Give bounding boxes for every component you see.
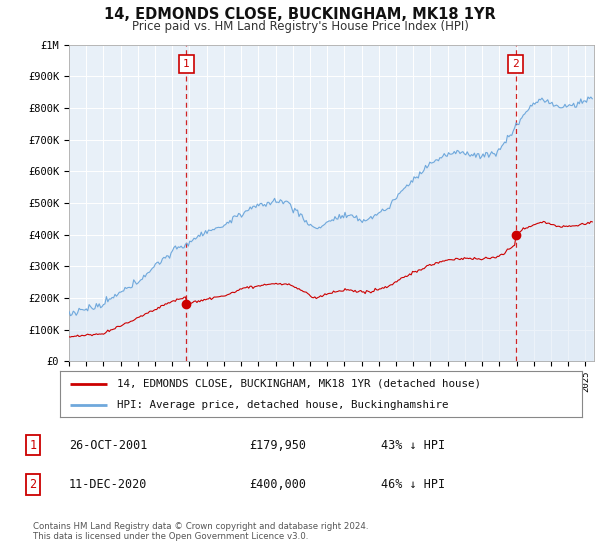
Text: Contains HM Land Registry data © Crown copyright and database right 2024.
This d: Contains HM Land Registry data © Crown c… [33,522,368,542]
Text: 1: 1 [183,59,190,69]
Text: £400,000: £400,000 [249,478,306,491]
Text: 26-OCT-2001: 26-OCT-2001 [69,438,148,452]
Text: £179,950: £179,950 [249,438,306,452]
Text: 14, EDMONDS CLOSE, BUCKINGHAM, MK18 1YR: 14, EDMONDS CLOSE, BUCKINGHAM, MK18 1YR [104,7,496,22]
Text: 46% ↓ HPI: 46% ↓ HPI [381,478,445,491]
Text: 43% ↓ HPI: 43% ↓ HPI [381,438,445,452]
Text: 11-DEC-2020: 11-DEC-2020 [69,478,148,491]
Text: 2: 2 [29,478,37,491]
Text: Price paid vs. HM Land Registry's House Price Index (HPI): Price paid vs. HM Land Registry's House … [131,20,469,32]
Text: 14, EDMONDS CLOSE, BUCKINGHAM, MK18 1YR (detached house): 14, EDMONDS CLOSE, BUCKINGHAM, MK18 1YR … [118,379,481,389]
Text: 1: 1 [29,438,37,452]
Text: HPI: Average price, detached house, Buckinghamshire: HPI: Average price, detached house, Buck… [118,400,449,410]
Text: 2: 2 [512,59,519,69]
